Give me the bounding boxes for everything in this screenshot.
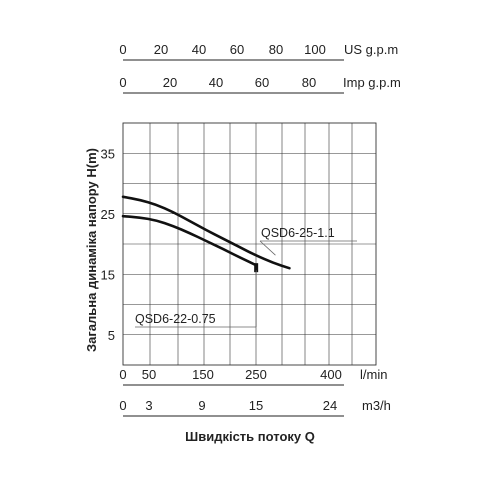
y-tick-label: 15 (101, 267, 115, 282)
series-label-2: QSD6-22-0.75 (135, 312, 216, 326)
x-tick-label-us-gpm: 60 (230, 42, 244, 57)
x-tick-label-l-min: 0 (119, 367, 126, 382)
series-leader-1 (259, 240, 276, 256)
x-tick-label-l-min: 250 (245, 367, 267, 382)
y-axis-title: Загальна динаміка напору H(m) (84, 148, 99, 352)
x-axis-title: Швидкість потоку Q (185, 429, 315, 444)
x-tick-label-imp-gpm: 80 (302, 75, 316, 90)
series-line-1 (121, 195, 291, 270)
x-unit-label-us-gpm: US g.p.m (344, 42, 398, 57)
x-tick-label-m3-h: 15 (249, 398, 263, 413)
x-tick-label-imp-gpm: 20 (163, 75, 177, 90)
series-line-2 (121, 214, 258, 267)
x-tick-label-m3-h: 3 (145, 398, 152, 413)
x-tick-label-l-min: 50 (142, 367, 156, 382)
series-label-1: QSD6-25-1.1 (261, 226, 335, 240)
x-tick-label-m3-h: 9 (198, 398, 205, 413)
y-tick-label: 35 (101, 146, 115, 161)
x-tick-label-l-min: 150 (192, 367, 214, 382)
x-unit-label-imp-gpm: Imp g.p.m (343, 75, 401, 90)
x-tick-label-us-gpm: 0 (119, 42, 126, 57)
x-tick-label-us-gpm: 20 (154, 42, 168, 57)
x-tick-label-l-min: 400 (320, 367, 342, 382)
curves: QSD6-25-1.1 QSD6-22-0.75 (121, 195, 357, 328)
x-unit-label-m3-h: m3/h (362, 398, 391, 413)
x-tick-label-us-gpm: 40 (192, 42, 206, 57)
x-tick-label-us-gpm: 100 (304, 42, 326, 57)
x-tick-label-imp-gpm: 0 (119, 75, 126, 90)
x-tick-label-imp-gpm: 60 (255, 75, 269, 90)
grid (122, 122, 377, 366)
x-tick-label-m3-h: 24 (323, 398, 337, 413)
series-end-marker-2 (254, 263, 259, 273)
x-unit-label-l-min: l/min (360, 367, 387, 382)
y-tick-label: 25 (101, 207, 115, 222)
x-tick-label-imp-gpm: 40 (209, 75, 223, 90)
x-tick-label-m3-h: 0 (119, 398, 126, 413)
x-tick-label-us-gpm: 80 (269, 42, 283, 57)
y-tick-label: 5 (108, 328, 115, 343)
